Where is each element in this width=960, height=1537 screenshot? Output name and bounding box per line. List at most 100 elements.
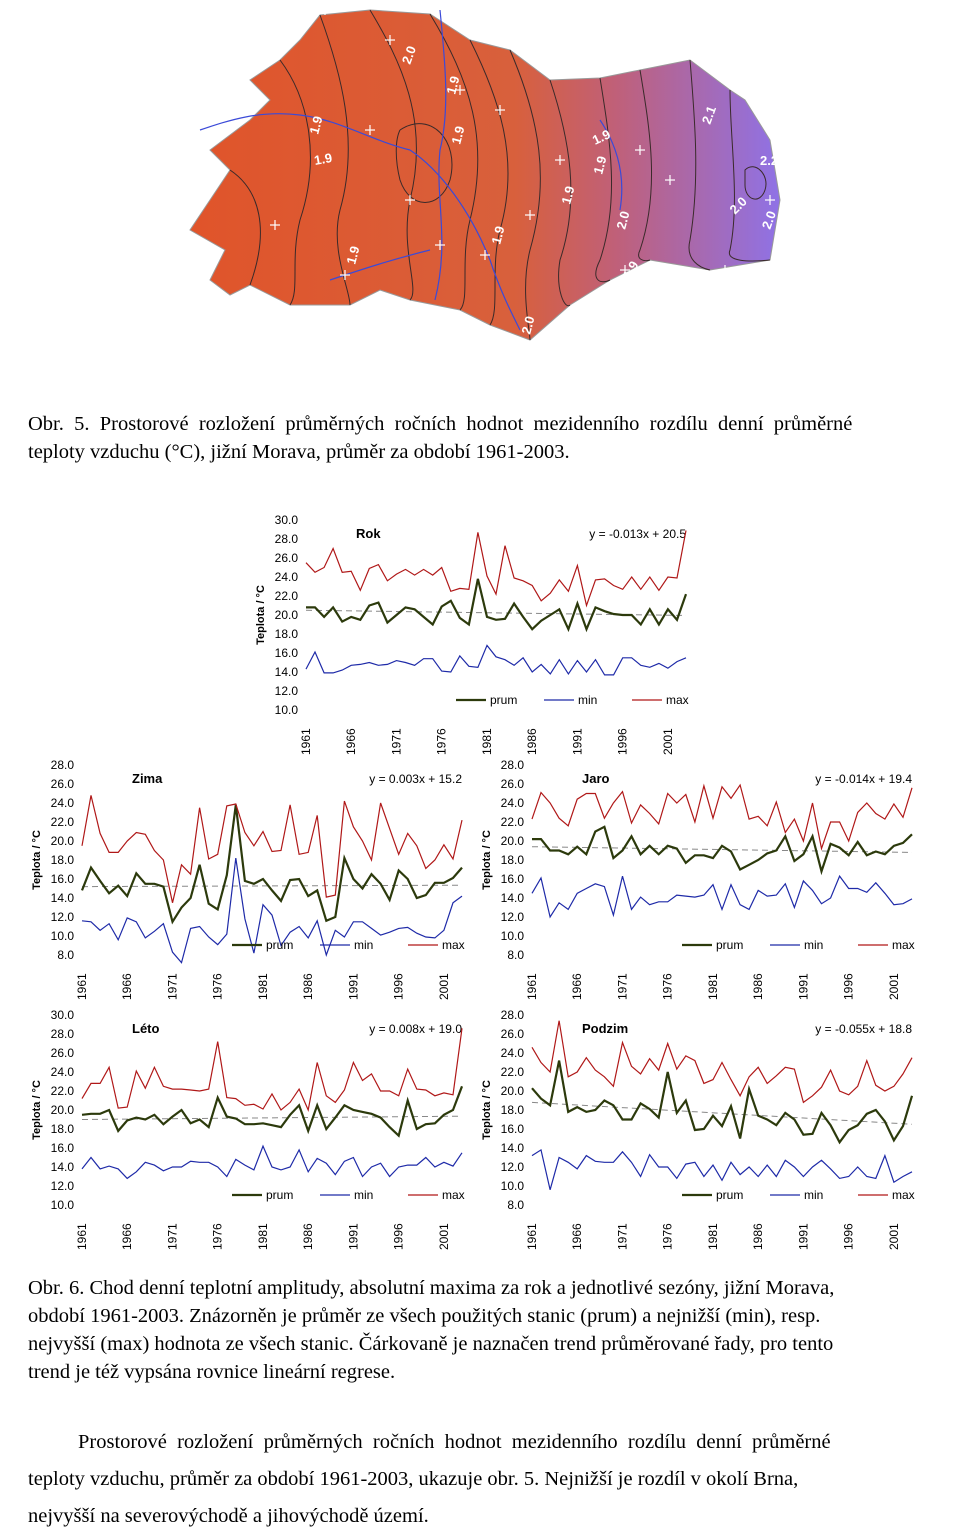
y-tick-label: 14.0 xyxy=(51,1160,75,1174)
contour-value-label: 1.9 xyxy=(313,150,333,168)
y-tick-label: 20.0 xyxy=(51,834,75,848)
y-tick-label: 22.0 xyxy=(51,815,75,829)
y-tick-label: 28.0 xyxy=(275,532,299,546)
series-line-max xyxy=(81,795,463,903)
legend-label: prum xyxy=(716,1188,743,1202)
paragraph-line: nejvyšší na severovýchodě a jihovýchodě … xyxy=(28,1505,429,1527)
x-tick-label: 1971 xyxy=(389,728,403,755)
river-line xyxy=(329,249,431,281)
series-line-max xyxy=(305,530,687,608)
x-tick-label: 1991 xyxy=(346,973,360,1000)
region-shape xyxy=(189,9,781,341)
station-marker xyxy=(785,90,795,100)
y-axis-label: Teplota / °C xyxy=(255,585,267,645)
legend-label: max xyxy=(666,693,689,707)
contour-value-label: 1.9 xyxy=(488,224,507,245)
station-marker xyxy=(495,105,505,115)
station-marker xyxy=(455,85,465,95)
series-line-max xyxy=(531,1020,913,1104)
station-marker xyxy=(620,265,630,275)
station-marker xyxy=(405,195,415,205)
chart-title: Jaro xyxy=(582,771,610,786)
chart-svg: 30.0 28.0 26.0 24.0 22.0 20.0 18.0 16.0 14.0 12.0… xyxy=(255,513,689,755)
river-line xyxy=(199,113,411,151)
x-tick-label: 1961 xyxy=(299,728,313,755)
x-tick-label: 1971 xyxy=(165,1223,179,1250)
y-axis-label: Teplota / °C xyxy=(481,830,493,890)
contour-value-label: 1.9 xyxy=(558,184,577,205)
y-tick-label: 12.0 xyxy=(501,910,525,924)
chart-jaro: 28.0 26.0 24.0 22.0 20.0 18.0 16.0 14.0 12.0 10.0… xyxy=(476,755,936,1010)
y-tick-label: 8.0 xyxy=(507,948,524,962)
station-marker xyxy=(720,65,730,75)
y-axis-label: Teplota / °C xyxy=(481,1080,493,1140)
contour-value-label: 1.9 xyxy=(306,114,325,135)
y-tick-label: 20.0 xyxy=(501,1084,525,1098)
series-line-max xyxy=(81,1028,463,1113)
y-tick-label: 30.0 xyxy=(275,513,299,527)
x-tick-label: 2001 xyxy=(887,1223,901,1250)
y-tick-label: 28.0 xyxy=(501,758,525,772)
legend-label: max xyxy=(442,1188,465,1202)
station-marker xyxy=(635,145,645,155)
legend-label: max xyxy=(442,938,465,952)
x-tick-label: 1961 xyxy=(525,973,539,1000)
station-marker xyxy=(665,175,675,185)
y-tick-label: 8.0 xyxy=(507,1198,524,1212)
y-tick-label: 24.0 xyxy=(51,1065,75,1079)
x-tick-label: 1996 xyxy=(392,973,406,1000)
y-tick-label: 26.0 xyxy=(501,777,525,791)
y-tick-label: 10.0 xyxy=(275,703,299,717)
x-tick-label: 1981 xyxy=(706,973,720,1000)
station-marker xyxy=(480,250,490,260)
river-line xyxy=(599,119,623,211)
legend-label: prum xyxy=(716,938,743,952)
legend-label: min xyxy=(804,1188,823,1202)
x-tick-label: 1981 xyxy=(256,1223,270,1250)
chart-svg: 28.0 26.0 24.0 22.0 20.0 18.0 16.0 14.0 12.0 10.0… xyxy=(31,758,465,1000)
station-marker xyxy=(525,210,535,220)
station-marker xyxy=(340,270,350,280)
legend-label: min xyxy=(578,693,597,707)
contour-value-label: 2.0 xyxy=(759,209,779,231)
x-tick-label: 2001 xyxy=(887,973,901,1000)
chart-svg: 28.0 26.0 24.0 22.0 20.0 18.0 16.0 14.0 12.0 10.0… xyxy=(481,758,915,1000)
x-tick-label: 1976 xyxy=(211,973,225,1000)
contour-line xyxy=(595,77,613,283)
y-tick-label: 28.0 xyxy=(51,758,75,772)
series-line-min xyxy=(81,858,463,964)
contour-line xyxy=(728,89,771,262)
regression-equation: y = -0.055x + 18.8 xyxy=(815,1022,912,1036)
x-tick-label: 2001 xyxy=(437,1223,451,1250)
y-tick-label: 10.0 xyxy=(501,1179,525,1193)
trend-line xyxy=(531,1101,913,1125)
y-tick-label: 16.0 xyxy=(51,872,75,886)
series-line-prum xyxy=(532,825,913,876)
y-tick-label: 14.0 xyxy=(501,1141,525,1155)
chart-title: Léto xyxy=(132,1021,160,1036)
y-tick-label: 30.0 xyxy=(51,1008,75,1022)
y-tick-label: 10.0 xyxy=(501,929,525,943)
y-axis-label: Teplota / °C xyxy=(31,830,43,890)
contour-value-label: 2.0 xyxy=(598,284,617,305)
y-tick-label: 24.0 xyxy=(501,1046,525,1060)
x-tick-label: 1961 xyxy=(525,1223,539,1250)
x-tick-label: 1986 xyxy=(525,728,539,755)
station-marker xyxy=(320,5,330,15)
chart-leto: 30.0 28.0 26.0 24.0 22.0 20.0 18.0 16.0 14.0 12.0… xyxy=(26,1005,486,1260)
station-marker xyxy=(435,240,445,250)
contour-line xyxy=(469,39,509,326)
x-tick-label: 1966 xyxy=(120,973,134,1000)
caption-line: Obr. 6. Chod denní teplotní amplitudy, a… xyxy=(28,1277,835,1299)
contour-line xyxy=(744,166,767,200)
y-tick-label: 22.0 xyxy=(51,1084,75,1098)
y-tick-label: 22.0 xyxy=(275,589,299,603)
y-tick-label: 18.0 xyxy=(51,853,75,867)
figure-6-caption: Obr. 6. Chod denní teplotní amplitudy, a… xyxy=(28,1274,938,1386)
chart-svg: 28.0 26.0 24.0 22.0 20.0 18.0 16.0 14.0 12.0 10.0… xyxy=(481,1008,915,1250)
x-tick-label: 1996 xyxy=(616,728,630,755)
y-tick-label: 18.0 xyxy=(275,627,299,641)
regression-equation: y = -0.013x + 20.5 xyxy=(589,527,686,541)
contour-map-svg: 2.0 1.9 1.9 1.9 1.9 1.9 2.1 1.9 2.2 1.9 1.9 2.0 2.0 2… xyxy=(180,5,816,341)
y-tick-label: 24.0 xyxy=(501,796,525,810)
